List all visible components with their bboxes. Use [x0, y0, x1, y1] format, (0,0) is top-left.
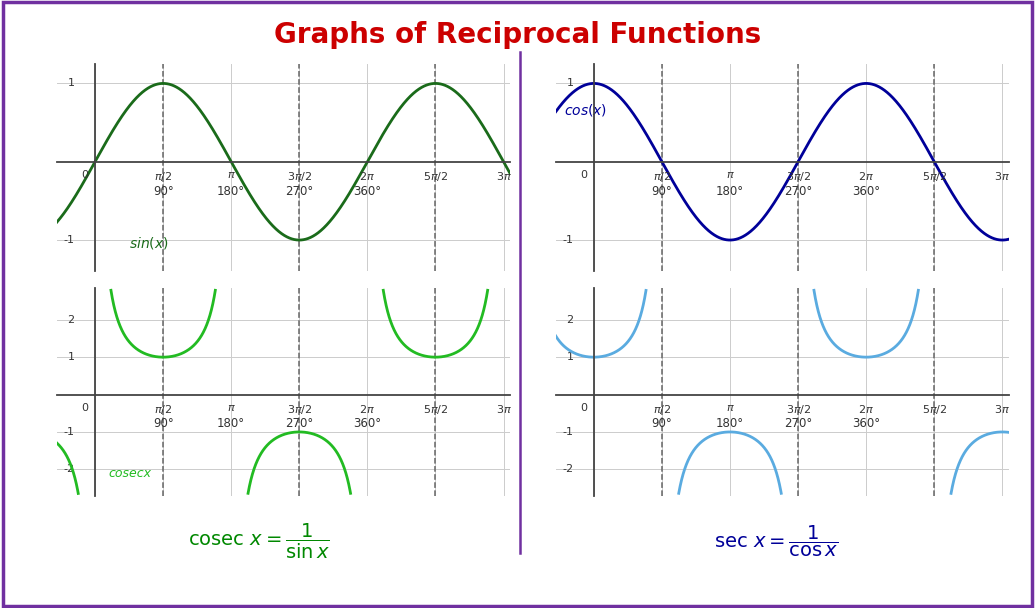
Text: -2: -2 [562, 465, 573, 474]
Text: 5$\pi$/2: 5$\pi$/2 [423, 403, 448, 416]
Text: $\pi$: $\pi$ [726, 403, 735, 413]
Text: 3$\pi$/2: 3$\pi$/2 [786, 170, 810, 183]
Text: 270°: 270° [783, 417, 812, 430]
Text: $\pi$/2: $\pi$/2 [154, 403, 172, 416]
Text: 90°: 90° [651, 185, 673, 198]
Text: $cos(x)$: $cos(x)$ [564, 102, 607, 118]
Text: 5$\pi$/2: 5$\pi$/2 [423, 170, 448, 183]
Text: 1: 1 [566, 352, 573, 362]
Text: 3$\pi$/2: 3$\pi$/2 [287, 170, 312, 183]
Text: 270°: 270° [286, 185, 314, 198]
Text: 0: 0 [81, 170, 88, 180]
Text: $\pi$/2: $\pi$/2 [653, 403, 671, 416]
Text: 270°: 270° [286, 417, 314, 430]
Text: 90°: 90° [153, 417, 174, 430]
Text: 0: 0 [580, 403, 587, 413]
Text: 360°: 360° [852, 185, 880, 198]
Text: 2$\pi$: 2$\pi$ [359, 170, 376, 182]
Text: 1: 1 [566, 78, 573, 88]
Text: $\pi$: $\pi$ [726, 170, 735, 180]
Text: -1: -1 [63, 427, 75, 437]
Text: 3$\pi$/2: 3$\pi$/2 [786, 403, 810, 416]
Text: 3$\pi$: 3$\pi$ [496, 403, 511, 415]
Text: 180°: 180° [217, 417, 245, 430]
Text: -1: -1 [562, 235, 573, 245]
Text: Graphs of Reciprocal Functions: Graphs of Reciprocal Functions [274, 21, 761, 49]
Text: 5$\pi$/2: 5$\pi$/2 [922, 403, 947, 416]
Text: 180°: 180° [217, 185, 245, 198]
Text: 360°: 360° [852, 417, 880, 430]
Text: 180°: 180° [716, 417, 744, 430]
Text: 2$\pi$: 2$\pi$ [858, 403, 875, 415]
Text: cosecx: cosecx [109, 467, 152, 480]
Text: $\mathrm{cosec}\ x = \dfrac{1}{\sin x}$: $\mathrm{cosec}\ x = \dfrac{1}{\sin x}$ [187, 522, 330, 561]
Text: $\pi$/2: $\pi$/2 [653, 170, 671, 183]
Text: $\pi$/2: $\pi$/2 [154, 170, 172, 183]
Text: 0: 0 [81, 403, 88, 413]
Text: 90°: 90° [153, 185, 174, 198]
Text: 3$\pi$: 3$\pi$ [995, 403, 1010, 415]
Text: -2: -2 [63, 465, 75, 474]
Text: 2: 2 [566, 315, 573, 325]
Text: 2$\pi$: 2$\pi$ [858, 170, 875, 182]
Text: 3$\pi$/2: 3$\pi$/2 [287, 403, 312, 416]
Text: $\mathrm{sec}\ x = \dfrac{1}{\cos x}$: $\mathrm{sec}\ x = \dfrac{1}{\cos x}$ [714, 523, 838, 559]
Text: 1: 1 [67, 352, 75, 362]
Text: 5$\pi$/2: 5$\pi$/2 [922, 170, 947, 183]
Text: 360°: 360° [353, 185, 382, 198]
Text: 3$\pi$: 3$\pi$ [496, 170, 511, 182]
Text: $\pi$: $\pi$ [227, 170, 236, 180]
Text: 180°: 180° [716, 185, 744, 198]
Text: 2: 2 [67, 315, 75, 325]
Text: -1: -1 [562, 427, 573, 437]
Text: 90°: 90° [651, 417, 673, 430]
Text: $\pi$: $\pi$ [227, 403, 236, 413]
Text: $sin(x)$: $sin(x)$ [129, 235, 169, 251]
Text: 270°: 270° [783, 185, 812, 198]
Text: -1: -1 [63, 235, 75, 245]
Text: 0: 0 [580, 170, 587, 180]
Text: 1: 1 [67, 78, 75, 88]
Text: 2$\pi$: 2$\pi$ [359, 403, 376, 415]
Text: 3$\pi$: 3$\pi$ [995, 170, 1010, 182]
Text: 360°: 360° [353, 417, 382, 430]
